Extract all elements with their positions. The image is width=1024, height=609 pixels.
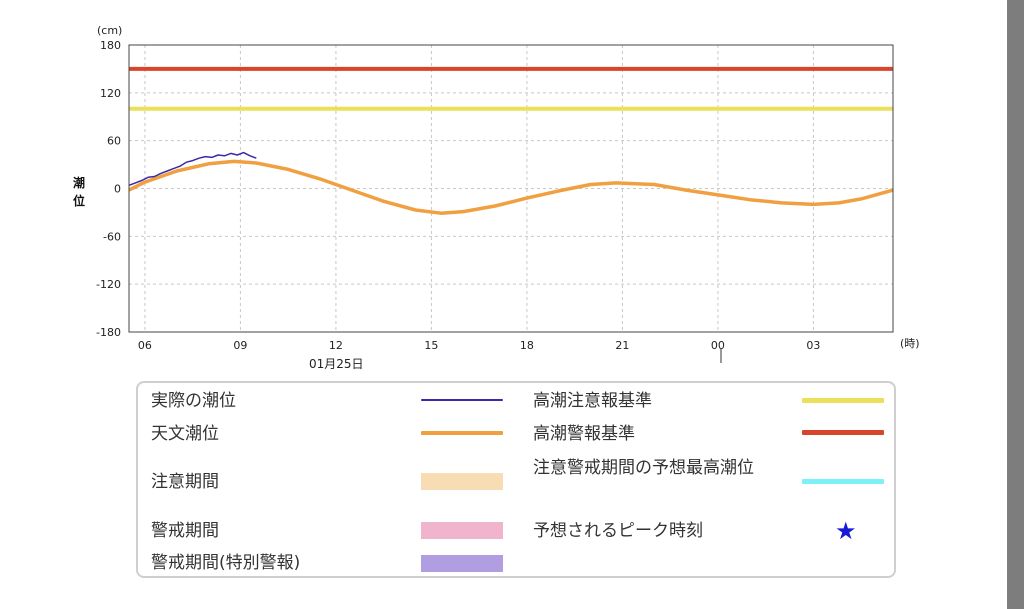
x-tick-label: 15	[424, 339, 438, 352]
legend-label-warning-period: 警戒期間	[151, 521, 219, 541]
y-tick-label: -120	[96, 278, 121, 291]
legend-label-actual-tide: 実際の潮位	[151, 391, 236, 411]
date-label: 01月25日	[309, 357, 364, 371]
series-line	[128, 159, 894, 215]
series-line	[128, 151, 257, 187]
legend-label-storm-surge-advisory-level: 高潮注意報基準	[533, 391, 652, 411]
y-tick-label: -180	[96, 326, 121, 339]
tide-chart: 180 120 60 0 -60 -120 -180 06 09 12 15 18 21 00 03 (c…	[73, 24, 920, 371]
y-axis-label-line-2: 位	[73, 193, 85, 208]
legend: 実際の潮位 天文潮位 注意期間 警戒期間 警戒期間(特別警報) 高潮注意報基準 …	[136, 381, 896, 578]
scrollbar-track[interactable]	[1007, 0, 1024, 609]
y-tick-label: 0	[114, 183, 121, 196]
y-tick-label: -60	[103, 230, 121, 243]
y-tick-label: 180	[100, 39, 121, 52]
y-unit-label: (cm)	[97, 24, 122, 37]
x-tick-label: 06	[138, 339, 152, 352]
y-tick-label: 60	[107, 135, 121, 148]
x-tick-label: 21	[615, 339, 629, 352]
legend-label-warning-period-special: 警戒期間(特別警報)	[151, 553, 301, 573]
legend-swatch-warning-period	[421, 522, 503, 539]
legend-swatch-actual-tide	[421, 399, 503, 401]
legend-swatch-caution-period	[421, 473, 503, 490]
legend-label-astronomical-tide: 天文潮位	[151, 424, 219, 444]
x-tick-label: 09	[233, 339, 247, 352]
star-icon: ★	[835, 517, 857, 545]
x-unit-label: (時)	[900, 337, 920, 350]
y-axis-label-line-1: 潮	[73, 175, 85, 190]
x-tick-label: 18	[520, 339, 534, 352]
x-tick-label: 12	[329, 339, 343, 352]
legend-swatch-astronomical-tide	[421, 431, 503, 435]
legend-swatch-warning-period-special	[421, 555, 503, 572]
x-tick-labels: 06 09 12 15 18 21 00 03	[138, 339, 821, 352]
series-lines	[128, 151, 894, 215]
grid-lines	[129, 45, 893, 332]
x-tick-label: 00	[711, 339, 725, 352]
legend-label-caution-period: 注意期間	[151, 472, 219, 492]
legend-label-storm-surge-warning-level: 高潮警報基準	[533, 424, 635, 444]
legend-label-peak-time: 予想されるピーク時刻	[533, 521, 703, 541]
legend-swatch-storm-surge-warning-level	[802, 430, 884, 435]
reference-lines	[129, 66, 893, 111]
legend-label-forecast-max-tide: 注意警戒期間の予想最高潮位	[533, 458, 754, 478]
y-tick-labels: 180 120 60 0 -60 -120 -180	[96, 39, 121, 339]
legend-swatch-storm-surge-advisory-level	[802, 398, 884, 403]
plot-frame	[128, 44, 894, 333]
x-tick-label: 03	[806, 339, 820, 352]
y-tick-label: 120	[100, 87, 121, 100]
legend-swatch-forecast-max-tide	[802, 479, 884, 484]
